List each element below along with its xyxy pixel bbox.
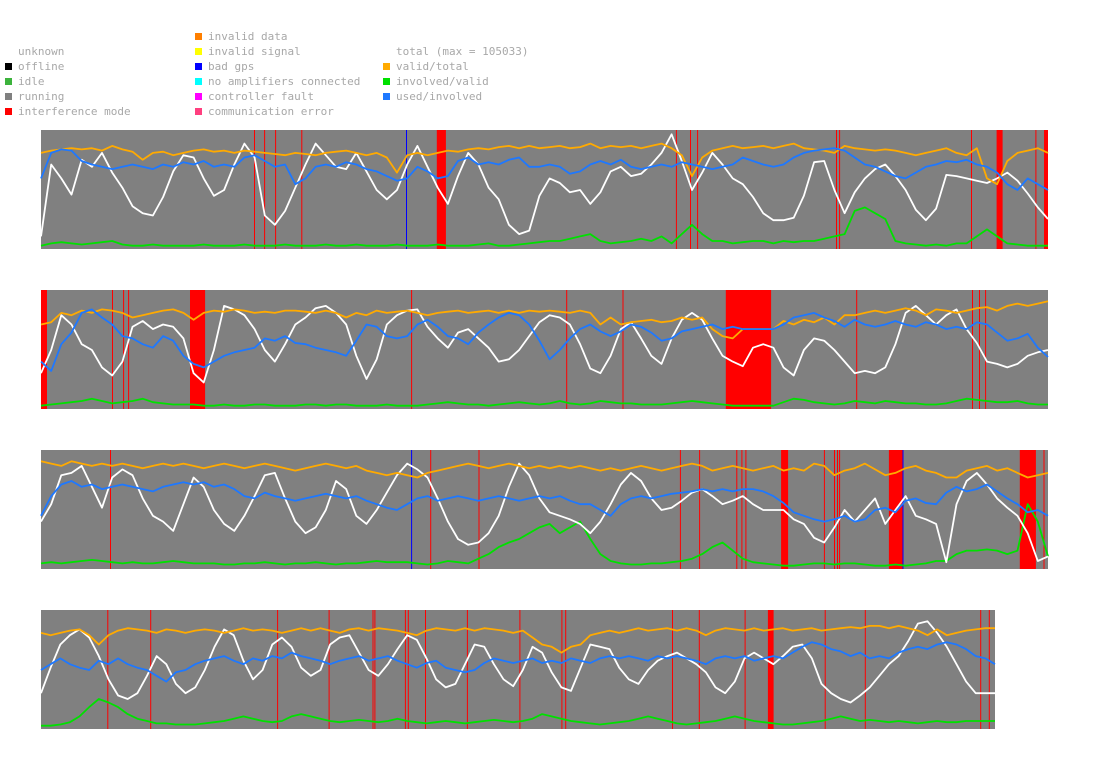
series-used-line [40, 641, 996, 683]
series-involved-line [41, 698, 995, 727]
interference-span [190, 290, 206, 409]
series-total-line [40, 133, 1049, 237]
interference-span [725, 290, 772, 409]
series-used-line [40, 308, 1049, 372]
interference-span [996, 130, 1003, 249]
series-valid-line [40, 460, 1049, 479]
legend-swatch [195, 48, 202, 55]
legend-swatch [383, 48, 390, 55]
series-total-line [40, 305, 1049, 384]
legend-swatch [5, 63, 12, 70]
panel-2 [40, 290, 1049, 409]
interference-span [781, 450, 789, 569]
series-used-line [40, 480, 1049, 523]
series-valid-line [40, 142, 1049, 186]
panel-3 [40, 450, 1049, 569]
interference-span [41, 290, 47, 409]
interference-span [767, 610, 774, 729]
series-total-line [40, 620, 995, 704]
series-involved-line [40, 206, 1048, 247]
legend-swatch [195, 63, 202, 70]
panel-1 [40, 130, 1049, 249]
legend-swatch [5, 78, 12, 85]
legend: unknown offline idle running interferenc… [0, 0, 1095, 125]
legend-swatch [195, 108, 202, 115]
legend-swatch [5, 93, 12, 100]
series-involved-line [40, 503, 1049, 567]
interference-span [1019, 450, 1036, 569]
legend-swatch [383, 93, 390, 100]
interference-span [436, 130, 446, 249]
legend-swatch [383, 63, 390, 70]
series-total-line [40, 462, 1049, 564]
panel-4 [40, 610, 996, 729]
legend-swatch [5, 108, 12, 115]
legend-swatch [195, 33, 202, 40]
series-used-line [40, 147, 1049, 191]
series-valid-line [40, 300, 1049, 340]
legend-swatch [383, 78, 390, 85]
legend-swatch [195, 78, 202, 85]
series-involved-line [40, 397, 1048, 407]
series-valid-line [40, 625, 995, 654]
legend-swatch [195, 93, 202, 100]
